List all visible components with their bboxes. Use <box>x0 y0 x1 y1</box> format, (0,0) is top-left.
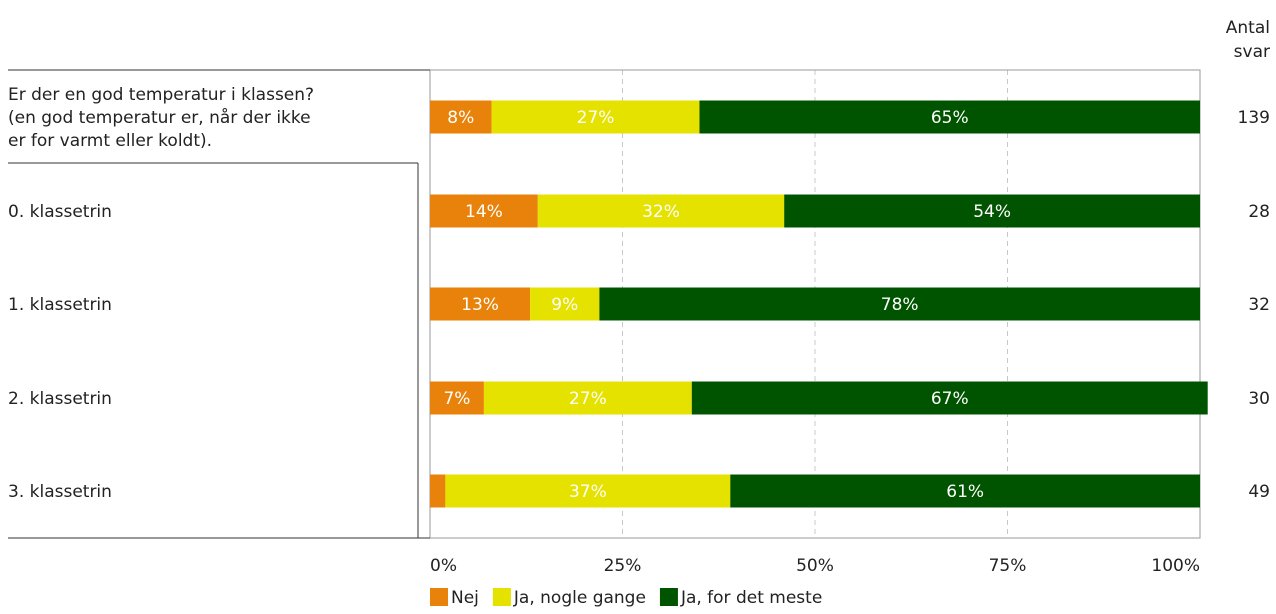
bar-segment <box>483 381 692 415</box>
count-header-line-2: svar <box>1234 42 1270 62</box>
legend-swatch <box>659 588 678 606</box>
bar-segment <box>430 474 446 508</box>
bar-value-label: 9% <box>551 295 578 315</box>
bar-segment <box>784 194 1200 228</box>
bar-value-label: 78% <box>881 295 919 315</box>
response-count: 139 <box>1238 108 1270 128</box>
category-label: 0. klassetrin <box>8 202 112 222</box>
bar-segment <box>491 100 700 134</box>
legend-label: Ja, for det meste <box>680 588 822 608</box>
category-label: (en god temperatur er, når der ikke <box>8 107 311 128</box>
x-tick-label: 100% <box>1151 556 1200 576</box>
x-tick-label: 0% <box>430 556 457 576</box>
bar-segment <box>537 194 785 228</box>
bar-segment <box>430 194 538 228</box>
bar-segment <box>730 474 1200 508</box>
category-label: 2. klassetrin <box>8 389 112 409</box>
bar-value-label: 67% <box>931 389 969 409</box>
category-label: Er der en god temperatur i klassen? <box>8 85 314 105</box>
bar-segment <box>530 287 600 321</box>
legend-label: Nej <box>451 588 479 608</box>
x-tick-label: 25% <box>604 556 642 576</box>
bar-segment <box>430 381 484 415</box>
bar-value-label: 32% <box>642 202 680 222</box>
bar-segment <box>430 100 492 134</box>
response-count: 49 <box>1248 482 1270 502</box>
count-header-line-1: Antal <box>1226 18 1270 38</box>
bar-value-label: 65% <box>931 108 969 128</box>
bar-value-label: 27% <box>577 108 615 128</box>
bar-segment <box>699 100 1200 134</box>
bar-value-label: 27% <box>569 389 607 409</box>
category-label: 3. klassetrin <box>8 482 112 502</box>
bar-segment <box>691 381 1208 415</box>
category-label: 1. klassetrin <box>8 295 112 315</box>
bar-value-label: 13% <box>461 295 499 315</box>
bar-value-label: 61% <box>946 482 984 502</box>
bar-value-label: 14% <box>465 202 503 222</box>
response-count: 32 <box>1248 295 1270 315</box>
bar-segment <box>430 287 531 321</box>
bar-value-label: 8% <box>447 108 474 128</box>
bar-value-label: 54% <box>973 202 1011 222</box>
bar-value-label: 7% <box>443 389 470 409</box>
legend-swatch <box>430 588 448 606</box>
bar-segment <box>445 474 731 508</box>
x-tick-label: 75% <box>989 556 1027 576</box>
x-tick-label: 50% <box>796 556 834 576</box>
category-label: er for varmt eller koldt). <box>8 131 212 151</box>
legend-label: Ja, nogle gange <box>513 588 646 608</box>
response-count: 28 <box>1248 202 1270 222</box>
legend-swatch <box>492 588 511 606</box>
response-count: 30 <box>1248 389 1270 409</box>
bar-value-label: 37% <box>569 482 607 502</box>
bar-segment <box>599 287 1200 321</box>
